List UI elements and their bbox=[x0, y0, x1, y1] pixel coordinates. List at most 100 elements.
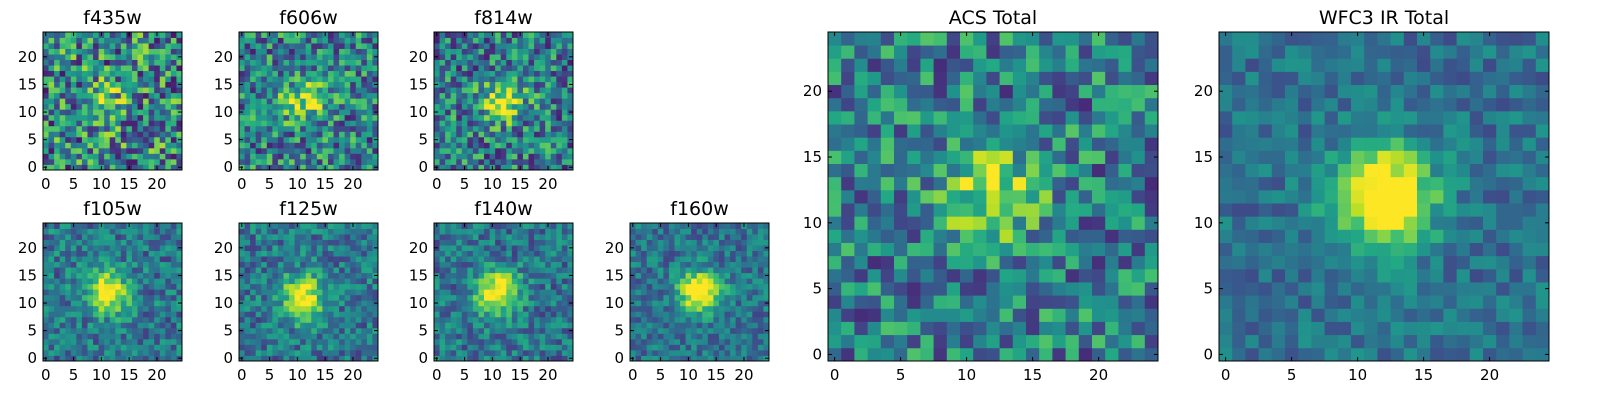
heatmap-cell bbox=[511, 311, 518, 318]
heatmap-cell bbox=[445, 305, 452, 312]
heatmap-cell bbox=[170, 272, 177, 279]
heatmap-cell bbox=[685, 250, 692, 257]
heatmap-cell bbox=[48, 142, 55, 149]
heatmap-cell bbox=[159, 98, 166, 105]
heatmap-cell bbox=[517, 300, 524, 307]
heatmap-cell bbox=[668, 228, 675, 235]
heatmap-cell bbox=[344, 92, 351, 99]
heatmap-cell bbox=[170, 70, 177, 77]
heatmap-cell bbox=[366, 294, 373, 301]
heatmap-cell bbox=[250, 278, 257, 285]
heatmap-cell bbox=[344, 103, 351, 110]
heatmap-cell bbox=[567, 142, 574, 149]
heatmap-cell bbox=[472, 272, 479, 279]
heatmap-cell bbox=[372, 344, 379, 351]
heatmap-cell bbox=[148, 300, 155, 307]
heatmap-cell bbox=[322, 338, 329, 345]
heatmap-cell bbox=[283, 355, 290, 362]
heatmap-cell bbox=[176, 234, 183, 240]
heatmap-cell bbox=[87, 92, 94, 99]
heatmap-cell bbox=[366, 164, 373, 171]
heatmap-cell bbox=[250, 87, 257, 94]
heatmap-cell bbox=[713, 261, 720, 268]
heatmap-cell bbox=[635, 234, 642, 240]
heatmap-cell bbox=[506, 272, 513, 279]
heatmap-cell bbox=[266, 267, 273, 274]
heatmap-cell bbox=[109, 147, 116, 154]
heatmap-cell bbox=[730, 333, 737, 340]
heatmap-cell bbox=[933, 216, 948, 230]
heatmap-cell bbox=[674, 278, 681, 285]
heatmap-cell bbox=[43, 158, 49, 165]
heatmap-cell bbox=[522, 322, 529, 329]
heatmap-cell bbox=[500, 92, 507, 99]
heatmap-cell bbox=[289, 327, 295, 334]
heatmap-cell bbox=[735, 289, 742, 296]
heatmap-cell bbox=[239, 142, 245, 149]
heatmap-cells bbox=[239, 32, 379, 171]
heatmap-cell bbox=[54, 344, 61, 351]
heatmap-cell bbox=[327, 228, 334, 235]
heatmap-cell bbox=[339, 327, 346, 334]
heatmap-cell bbox=[439, 333, 446, 340]
heatmap-cell bbox=[115, 300, 122, 307]
heatmap-cell bbox=[283, 305, 290, 312]
heatmap-cell bbox=[691, 278, 698, 285]
heatmap-cell bbox=[344, 239, 351, 246]
heatmap-cell bbox=[534, 92, 541, 99]
heatmap-cell bbox=[250, 272, 257, 279]
heatmap-cell bbox=[355, 103, 362, 110]
heatmap-cell bbox=[920, 282, 934, 296]
heatmap-cell bbox=[170, 261, 177, 268]
heatmap-cell bbox=[361, 70, 368, 77]
heatmap-cell bbox=[131, 327, 138, 334]
heatmap-cell bbox=[680, 250, 686, 257]
heatmap-cell bbox=[316, 316, 323, 323]
heatmap-cell bbox=[126, 147, 133, 154]
heatmap-cell bbox=[545, 147, 552, 154]
heatmap-cell bbox=[333, 228, 340, 235]
heatmap-cell bbox=[467, 344, 474, 351]
heatmap-cell bbox=[478, 164, 485, 171]
heatmap-cell bbox=[81, 136, 88, 143]
heatmap-cell bbox=[65, 344, 72, 351]
heatmap-cell bbox=[148, 131, 155, 138]
heatmap-cell bbox=[109, 278, 116, 285]
heatmap-cell bbox=[104, 311, 111, 318]
heatmap-cell bbox=[244, 344, 251, 351]
heatmap-cell bbox=[154, 344, 161, 351]
heatmap-cell bbox=[946, 347, 961, 362]
heatmap-cell bbox=[261, 261, 268, 268]
heatmap-cell bbox=[439, 294, 446, 301]
heatmap-cell bbox=[70, 283, 77, 290]
heatmap-cell bbox=[528, 109, 535, 116]
heatmap-cell bbox=[668, 223, 675, 229]
heatmap-cell bbox=[244, 300, 251, 307]
heatmap-cell bbox=[239, 92, 245, 99]
heatmap-cell bbox=[674, 322, 681, 329]
heatmap-cell bbox=[933, 308, 948, 322]
heatmap-cell bbox=[81, 48, 88, 55]
heatmap-cell bbox=[500, 256, 507, 263]
heatmap-cell bbox=[361, 32, 368, 38]
heatmap-cell bbox=[137, 294, 144, 301]
heatmap-cell bbox=[450, 327, 457, 334]
heatmap-cell bbox=[1105, 242, 1119, 257]
heatmap-cell bbox=[98, 305, 105, 312]
heatmap-cell bbox=[484, 316, 490, 323]
heatmap-cell bbox=[93, 261, 99, 268]
heatmap-cell bbox=[93, 267, 99, 274]
heatmap-cell bbox=[143, 32, 150, 38]
heatmap-cell bbox=[333, 305, 340, 312]
heatmap-cell bbox=[522, 311, 529, 318]
heatmap-cell bbox=[115, 333, 122, 340]
heatmap-cell bbox=[294, 59, 301, 66]
heatmap-cell bbox=[137, 278, 144, 285]
heatmap-cell bbox=[561, 131, 568, 138]
heatmap-cell bbox=[646, 278, 653, 285]
heatmap-cell bbox=[556, 327, 563, 334]
heatmap-cell bbox=[361, 43, 368, 49]
heatmap-cell bbox=[506, 300, 513, 307]
heatmap-cell bbox=[305, 267, 312, 274]
heatmap-cell bbox=[322, 136, 329, 143]
